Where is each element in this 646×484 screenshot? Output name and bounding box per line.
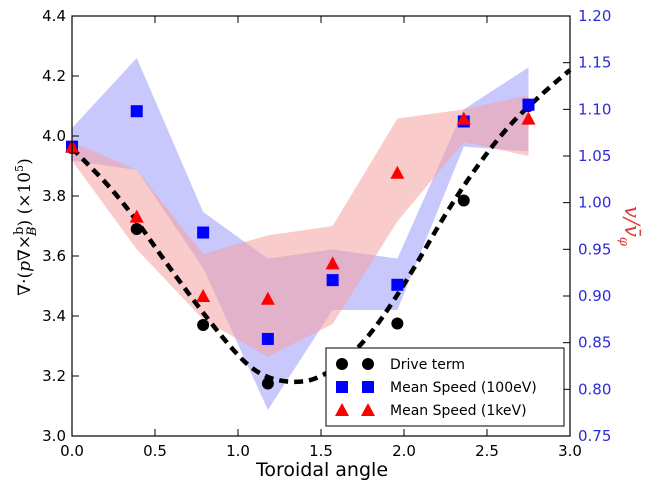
svg-text:v/v̄φ: v/v̄φ <box>616 206 644 247</box>
y-right-tick-label: 1.15 <box>578 54 611 72</box>
drive-term-point-2 <box>197 319 210 331</box>
y-right-tick-label: 0.80 <box>578 380 611 398</box>
y-left-tick-label: 4.0 <box>42 127 66 145</box>
legend: Drive term Mean Speed (100eV) Mean Speed (… <box>325 347 565 427</box>
speed-1kev-point-7 <box>521 111 536 125</box>
legend-marker-drive <box>336 358 348 370</box>
y-right-tick-label: 1.05 <box>578 147 611 165</box>
legend-marker-drive <box>362 358 374 370</box>
y-left-tick-label: 3.8 <box>42 187 66 205</box>
speed-1kev-point-3 <box>260 291 275 305</box>
x-tick-label: 1.5 <box>309 442 333 460</box>
speed-100ev-point-1 <box>130 105 143 118</box>
drive-term-point-1 <box>130 223 143 235</box>
y-right-tick-label: 1.10 <box>578 100 611 118</box>
legend-label: Mean Speed (100eV) <box>390 380 537 396</box>
x-axis-title: Toroidal angle <box>255 459 388 481</box>
speed-100ev-point-7 <box>522 98 535 111</box>
speed-1kev-point-4 <box>325 256 340 270</box>
y-right-tick-label: 1.00 <box>578 194 611 212</box>
y-left-tick-label: 3.6 <box>42 247 66 265</box>
y-left-tick-label: 3.2 <box>42 367 66 385</box>
x-tick-label: 1.0 <box>226 442 250 460</box>
x-tick-label: 0.5 <box>143 442 167 460</box>
drive-term-point-5 <box>457 194 470 207</box>
speed-1kev-point-1 <box>129 209 144 223</box>
speed-1kev-point-5 <box>390 165 405 179</box>
legend-marker-100ev <box>362 381 374 393</box>
y-left-tick-label: 3.4 <box>42 307 66 325</box>
y-axis-left-title: ∇·(p∇×b_B) (×105) <box>12 158 40 296</box>
x-tick-label: 2.0 <box>392 442 416 460</box>
legend-marker-1kev <box>361 403 375 416</box>
speed-100ev-point-4 <box>326 274 339 287</box>
speed-100ev-point-5 <box>391 278 404 291</box>
drive-term-point-3 <box>261 377 274 390</box>
drive-term-point-4 <box>391 317 404 330</box>
speed-1kev-point-2 <box>196 289 211 302</box>
speed-1kev-point-6 <box>456 111 471 125</box>
x-tick-label: 3.0 <box>558 442 582 460</box>
y-right-tick-label: 0.85 <box>578 334 611 352</box>
legend-marker-1kev <box>335 403 349 416</box>
axes <box>71 15 571 437</box>
svg-text:∇·(p∇×b_B) (×105): ∇·(p∇×b_B) (×105) <box>12 158 40 296</box>
y-right-tick-label: 1.20 <box>578 7 611 25</box>
y-right-tick-label: 0.95 <box>578 240 611 258</box>
y-right-tick-label: 0.75 <box>578 427 611 445</box>
markers-layer <box>65 98 536 390</box>
y-left-tick-label: 4.2 <box>42 67 66 85</box>
legend-marker-100ev <box>336 381 348 393</box>
tick-labels: 0.0 0.5 1.0 1.5 2.0 2.5 3.0 3.0 3.2 3.4 3.6 3.8 4.0 4… <box>42 7 611 460</box>
legend-label: Mean Speed (1keV) <box>390 403 527 419</box>
y-right-tick-label: 0.90 <box>578 287 611 305</box>
y-left-tick-label: 3.0 <box>42 427 66 445</box>
x-tick-label: 2.5 <box>475 442 499 460</box>
x-tick-label: 0.0 <box>60 442 84 460</box>
speed-100ev-point-2 <box>197 226 210 239</box>
y-left-tick-label: 4.4 <box>42 7 66 25</box>
y-axis-right-title: v/v̄φ <box>616 206 644 247</box>
legend-label: Drive term <box>390 357 465 373</box>
speed-100ev-point-3 <box>261 332 274 345</box>
